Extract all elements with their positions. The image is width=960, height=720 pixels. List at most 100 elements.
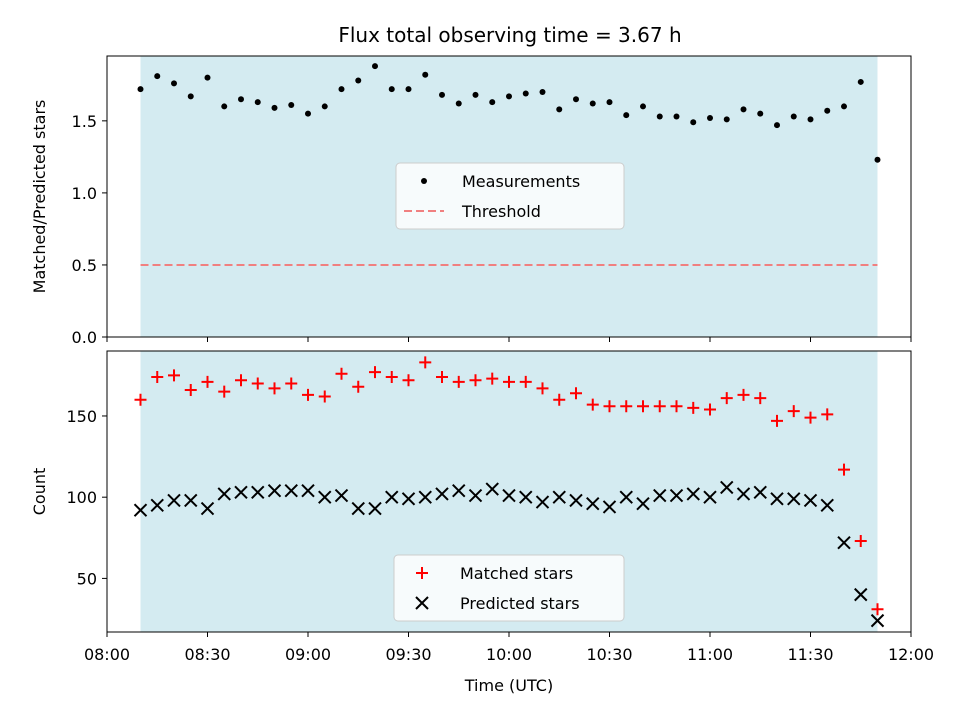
chart-title: Flux total observing time = 3.67 h bbox=[338, 23, 681, 47]
measurement-point bbox=[807, 116, 814, 123]
measurement-point bbox=[673, 113, 680, 120]
predicted-point bbox=[452, 483, 466, 498]
matched-point bbox=[151, 370, 164, 383]
predicted-point bbox=[753, 485, 767, 500]
matched-point bbox=[586, 398, 599, 411]
predicted-point bbox=[468, 488, 483, 503]
predicted-point bbox=[870, 613, 885, 628]
measurement-point bbox=[288, 101, 295, 108]
matched-point bbox=[620, 400, 633, 413]
measurement-point bbox=[640, 103, 646, 110]
matched-point bbox=[402, 374, 415, 387]
measurement-point bbox=[472, 91, 479, 98]
x-tick-label: 12:00 bbox=[888, 645, 934, 664]
measurement-point bbox=[573, 96, 579, 103]
predicted-point bbox=[619, 490, 633, 504]
x-tick-label: 08:30 bbox=[184, 645, 230, 664]
matched-point bbox=[821, 408, 834, 421]
predicted-point bbox=[736, 487, 751, 501]
matched-point bbox=[452, 375, 465, 388]
matched-point bbox=[419, 356, 432, 369]
matched-point bbox=[771, 414, 783, 427]
measurement-point bbox=[857, 78, 864, 85]
matched-point bbox=[737, 388, 750, 401]
measurement-point bbox=[238, 96, 244, 103]
measurement-point bbox=[690, 119, 697, 126]
y-tick-label: 0.5 bbox=[72, 256, 97, 275]
y-tick-label: 0.0 bbox=[72, 328, 97, 347]
predicted-point bbox=[133, 503, 148, 517]
legend-box bbox=[395, 162, 625, 230]
measurement-point bbox=[137, 86, 144, 93]
measurement-point bbox=[790, 113, 797, 120]
matched-point bbox=[637, 400, 649, 413]
matched-point bbox=[570, 387, 582, 400]
predicted-point bbox=[167, 493, 181, 508]
measurement-point bbox=[522, 90, 529, 97]
matched-point bbox=[553, 393, 566, 406]
legend-label: Predicted stars bbox=[460, 594, 580, 613]
matched-point bbox=[838, 463, 850, 476]
matched-point bbox=[653, 400, 666, 413]
measurement-point bbox=[606, 99, 613, 106]
matched-point bbox=[302, 388, 314, 401]
legend: Measurements Threshold bbox=[395, 162, 625, 230]
y-tick-label: 1.0 bbox=[72, 184, 97, 203]
predicted-point bbox=[787, 492, 801, 506]
predicted-point bbox=[351, 501, 365, 516]
legend-marker-matched bbox=[416, 567, 428, 579]
predicted-point bbox=[234, 485, 248, 500]
predicted-point bbox=[519, 490, 533, 504]
predicted-point bbox=[552, 490, 566, 504]
measurement-point bbox=[221, 103, 228, 110]
x-axis-label: Time (UTC) bbox=[464, 676, 553, 695]
predicted-point bbox=[217, 487, 231, 501]
measurement-point bbox=[623, 112, 630, 119]
measurement-point bbox=[589, 100, 596, 107]
predicted-point bbox=[502, 488, 516, 503]
measurement-point bbox=[656, 113, 663, 120]
legend-marker-predicted bbox=[415, 596, 429, 610]
x-tick-label: 10:00 bbox=[486, 645, 532, 664]
matched-point bbox=[704, 403, 716, 416]
predicted-point bbox=[703, 490, 717, 504]
predicted-point bbox=[602, 500, 617, 514]
measurement-point bbox=[187, 93, 194, 100]
matched-point bbox=[670, 400, 683, 413]
matched-point bbox=[503, 375, 515, 388]
measurement-point bbox=[824, 107, 831, 114]
legend-label: Matched stars bbox=[460, 564, 573, 583]
matched-point bbox=[134, 393, 147, 406]
series-predicted-stars bbox=[133, 480, 885, 628]
measurement-point bbox=[388, 86, 395, 93]
matched-point bbox=[335, 367, 348, 380]
y-tick-label: 1.5 bbox=[72, 112, 97, 131]
measurement-point bbox=[757, 110, 764, 117]
series-measurements bbox=[137, 63, 881, 163]
measurement-point bbox=[338, 86, 345, 93]
x-tick-label: 08:00 bbox=[84, 645, 130, 664]
y-axis-label: Count bbox=[30, 468, 49, 516]
legend-marker-measurements bbox=[421, 178, 427, 184]
measurement-point bbox=[254, 99, 261, 106]
measurement-point bbox=[506, 93, 512, 100]
matched-point bbox=[318, 390, 331, 403]
matched-point bbox=[285, 377, 298, 390]
measurement-point bbox=[723, 116, 730, 123]
matched-point bbox=[218, 385, 231, 398]
predicted-point bbox=[803, 493, 818, 508]
measurement-point bbox=[372, 63, 378, 70]
predicted-point bbox=[669, 488, 684, 503]
predicted-point bbox=[837, 535, 851, 550]
matched-point bbox=[469, 374, 482, 387]
x-tick-label: 11:30 bbox=[787, 645, 833, 664]
predicted-point bbox=[368, 501, 382, 516]
matched-point bbox=[871, 603, 884, 616]
measurement-point bbox=[489, 99, 496, 106]
y-tick-label: 50 bbox=[77, 569, 97, 588]
matched-point bbox=[251, 377, 264, 390]
matched-point bbox=[754, 392, 767, 405]
x-tick-label: 09:30 bbox=[385, 645, 431, 664]
measurement-point bbox=[539, 89, 546, 96]
